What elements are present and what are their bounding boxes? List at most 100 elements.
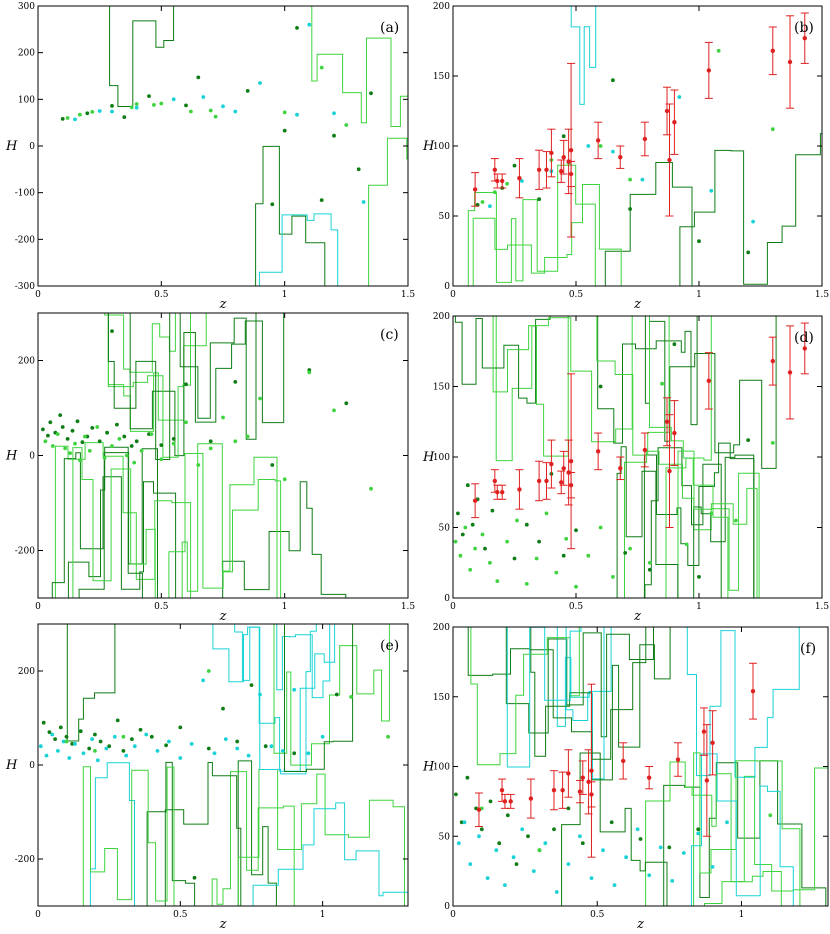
data-point xyxy=(122,115,127,119)
data-point xyxy=(208,439,213,444)
data-point xyxy=(488,799,493,804)
y-axis-label: H xyxy=(422,139,435,154)
error-bar xyxy=(535,149,544,190)
envelope-curve xyxy=(82,766,175,906)
panel-3: 0 0.5 1 1.5 -200 0 200 z H (c) xyxy=(5,312,416,624)
data-point xyxy=(81,751,86,756)
x-tick-label: 1 xyxy=(739,910,745,920)
data-point xyxy=(598,144,603,148)
panel-4: 0 0.5 1 1.5 0 50 100 150 200 z H (d) xyxy=(422,312,829,624)
error-bar xyxy=(616,145,625,169)
data-point xyxy=(566,862,571,866)
data-point xyxy=(598,525,603,530)
data-point xyxy=(751,219,755,224)
y-tick-label: -200 xyxy=(15,855,35,865)
panel-label: (e) xyxy=(380,638,399,654)
data-point xyxy=(681,851,686,855)
x-tick-label: 0 xyxy=(35,602,41,612)
envelope-curve xyxy=(284,624,354,772)
data-point xyxy=(189,109,193,114)
data-point xyxy=(47,730,52,734)
data-point xyxy=(561,134,566,139)
panel-label: (a) xyxy=(380,20,399,36)
data-point xyxy=(64,739,69,744)
data-point xyxy=(102,456,107,460)
data-point xyxy=(78,729,83,734)
data-point xyxy=(332,111,336,116)
envelope-curve xyxy=(104,313,176,373)
y-tick-label: 200 xyxy=(18,357,35,367)
data-point xyxy=(90,426,95,430)
data-point xyxy=(55,432,60,436)
envelope-curve xyxy=(107,313,191,458)
x-tick-label: 0 xyxy=(450,290,456,300)
data-point xyxy=(65,116,70,120)
data-point xyxy=(746,438,751,442)
y-axis-label: H xyxy=(422,450,435,465)
data-point xyxy=(734,518,738,523)
envelope-curve xyxy=(561,752,668,906)
data-point xyxy=(212,751,217,756)
data-point xyxy=(564,536,569,541)
data-point xyxy=(64,734,69,739)
data-point xyxy=(149,734,154,739)
error-bar xyxy=(800,322,809,375)
data-point xyxy=(282,110,287,115)
data-point xyxy=(490,508,495,513)
y-tick-label: 200 xyxy=(433,312,450,322)
data-point xyxy=(709,188,714,193)
data-point xyxy=(60,425,65,429)
plot-area-2 xyxy=(467,6,822,286)
data-point xyxy=(121,749,126,753)
data-point xyxy=(524,582,529,586)
x-tick-label: 1.5 xyxy=(401,290,416,300)
data-point xyxy=(129,444,134,448)
error-bar xyxy=(768,26,777,76)
data-point xyxy=(574,584,578,589)
envelope-curve xyxy=(107,313,207,432)
data-point xyxy=(505,813,510,818)
envelope-curve xyxy=(51,452,177,598)
data-point xyxy=(104,746,109,751)
y-tick-label: 100 xyxy=(433,453,450,463)
data-point xyxy=(53,737,57,741)
data-point xyxy=(520,827,525,832)
data-point xyxy=(164,743,169,748)
panel-label: (f) xyxy=(800,641,816,657)
data-point xyxy=(463,525,468,530)
x-axis-label: z xyxy=(219,297,227,312)
y-axis-label: H xyxy=(5,139,18,154)
envelope-curve xyxy=(677,450,758,598)
data-point xyxy=(233,439,238,444)
error-bar xyxy=(535,460,544,502)
data-point xyxy=(134,105,139,110)
data-point xyxy=(67,756,72,760)
data-point xyxy=(107,744,112,749)
data-point xyxy=(83,434,87,439)
error-bar xyxy=(708,710,717,776)
panel-1: 0 0.5 1 1.5 -300 -200 -100 0 100 200 300 z H (a) xyxy=(5,2,416,312)
y-axis-label: H xyxy=(5,449,18,464)
data-point xyxy=(155,749,160,753)
data-point xyxy=(115,422,119,427)
data-point xyxy=(524,522,529,527)
envelope-curve xyxy=(467,627,647,760)
data-point xyxy=(196,463,201,467)
data-point xyxy=(725,820,729,825)
data-point xyxy=(85,111,90,116)
data-point xyxy=(208,446,213,451)
error-bar xyxy=(515,469,524,510)
plot-frame xyxy=(37,5,409,287)
data-point xyxy=(171,97,176,102)
plot-area-5 xyxy=(38,624,408,906)
data-point xyxy=(201,678,206,683)
y-tick-label: 300 xyxy=(18,2,35,12)
data-point xyxy=(50,732,55,737)
x-tick-label: 1.5 xyxy=(401,602,416,612)
data-point xyxy=(56,749,60,753)
data-point xyxy=(483,546,487,551)
data-point xyxy=(221,415,225,420)
data-point xyxy=(98,739,103,744)
x-axis-label: z xyxy=(636,917,644,932)
data-point xyxy=(488,560,492,565)
